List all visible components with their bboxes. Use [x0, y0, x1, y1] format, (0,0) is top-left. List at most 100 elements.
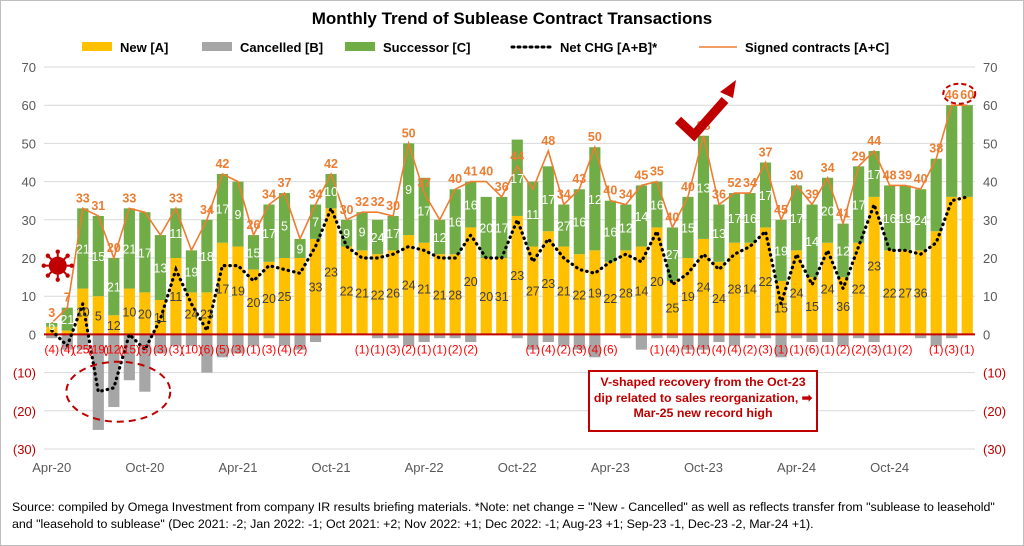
bar-new: [216, 242, 229, 335]
label-signed: 45: [774, 203, 788, 217]
y-tick-label-right: (30): [983, 442, 1006, 457]
label-signed: 34: [309, 188, 323, 202]
label-new: 22: [371, 288, 385, 302]
label-successor: 21: [60, 313, 74, 327]
label-successor: 6: [48, 319, 55, 333]
bar-successor: [201, 219, 213, 293]
bar-successor: [46, 322, 58, 327]
bar-cancelled: [946, 334, 958, 339]
gridlines: [44, 66, 975, 450]
label-new: 36: [836, 300, 850, 314]
y-tick-label-right: 10: [983, 289, 997, 304]
label-cancelled: (4): [588, 342, 603, 356]
label-new: 14: [634, 284, 648, 298]
label-signed: 30: [340, 203, 354, 217]
label-signed: 60: [960, 88, 974, 102]
bar-new: [666, 280, 679, 335]
y-tick-label-left: 60: [22, 98, 36, 113]
label-cancelled: (1): [355, 342, 370, 356]
bar-successor: [108, 258, 120, 316]
bar-new: [899, 250, 911, 335]
svg-text:New [A]: New [A]: [120, 40, 168, 55]
bar-cancelled: [682, 334, 694, 350]
label-cancelled: (19): [88, 342, 109, 356]
label-signed: 36: [712, 188, 726, 202]
bar-cancelled: [278, 334, 291, 346]
label-successor: 16: [464, 199, 478, 213]
bar-successor: [651, 181, 663, 228]
label-new: 10: [122, 305, 136, 319]
bar-successor: [309, 204, 322, 239]
bar-successor: [868, 151, 880, 197]
bar-successor: [154, 235, 166, 301]
label-cancelled: (10): [181, 342, 202, 356]
bar-successor: [728, 193, 741, 243]
label-cancelled: (3): [262, 342, 277, 356]
bar-successor: [418, 177, 430, 243]
label-successor: 13: [697, 181, 711, 195]
bar-new: [511, 215, 523, 335]
label-new: 22: [883, 286, 897, 300]
label-signed: 41: [464, 165, 478, 179]
bar-new: [946, 196, 958, 335]
bar-successor: [837, 223, 849, 278]
bar-new: [930, 231, 942, 335]
label-signed: 38: [929, 142, 943, 156]
bar-cancelled: [309, 334, 322, 343]
bar-new: [868, 196, 880, 335]
bar-cancelled: [201, 334, 213, 373]
label-new: 15: [805, 300, 819, 314]
label-cancelled: (4): [541, 342, 556, 356]
bar-successor: [884, 185, 896, 251]
bar-cancelled: [232, 334, 244, 354]
bar-cancelled: [372, 334, 384, 339]
label-signed: 34: [619, 188, 633, 202]
label-signed: 40: [479, 165, 493, 179]
label-signed: 37: [417, 176, 431, 190]
bar-successor: [387, 215, 399, 251]
x-tick-label: Apr-20: [32, 460, 71, 475]
line-signed-contracts: [51, 104, 968, 324]
label-cancelled: (2): [743, 342, 758, 356]
x-axis: Apr-20 Oct-20 Apr-21 Oct-21 Apr-22 Oct-22 Apr-…: [32, 460, 909, 475]
label-successor: 13: [153, 262, 167, 276]
label-new: 24: [712, 292, 726, 306]
label-successor: 17: [852, 199, 866, 213]
bar-new: [853, 242, 865, 335]
bar-new: [713, 261, 725, 335]
label-new: 24: [821, 283, 835, 297]
label-successor: 15: [681, 221, 695, 235]
label-cancelled: (2): [898, 342, 913, 356]
label-signed: 40: [448, 172, 462, 186]
label-successor: 12: [433, 231, 447, 245]
label-signed: 45: [634, 168, 648, 182]
label-successor: 21: [107, 281, 121, 295]
label-new: 33: [309, 281, 323, 295]
legend-new: New [A]: [82, 40, 168, 55]
bar-successor: [511, 139, 523, 216]
label-signed: 33: [169, 191, 183, 205]
bar-cancelled: [511, 334, 523, 339]
bar-successor: [294, 238, 306, 258]
bar-successor: [77, 208, 89, 289]
bar-successor: [496, 196, 508, 258]
bar-cancelled: [651, 334, 663, 339]
x-tick-label: Oct-21: [312, 460, 351, 475]
bar-cancelled: [418, 334, 430, 343]
bar-new: [247, 269, 260, 335]
label-signed: 32: [355, 195, 369, 209]
label-successor: 11: [169, 227, 182, 241]
bar-successor: [92, 215, 104, 297]
label-signed: 33: [122, 191, 136, 205]
label-successor: 20: [821, 204, 835, 218]
bar-new: [496, 258, 508, 335]
label-new: 24: [697, 281, 711, 295]
label-signed: 34: [821, 161, 835, 175]
bar-successor: [61, 307, 73, 331]
bar-new: [372, 254, 384, 335]
y-tick-label-right: 20: [983, 251, 997, 266]
label-new: 19: [681, 290, 695, 304]
label-signed: 44: [510, 149, 524, 163]
label-successor: 17: [215, 202, 229, 216]
